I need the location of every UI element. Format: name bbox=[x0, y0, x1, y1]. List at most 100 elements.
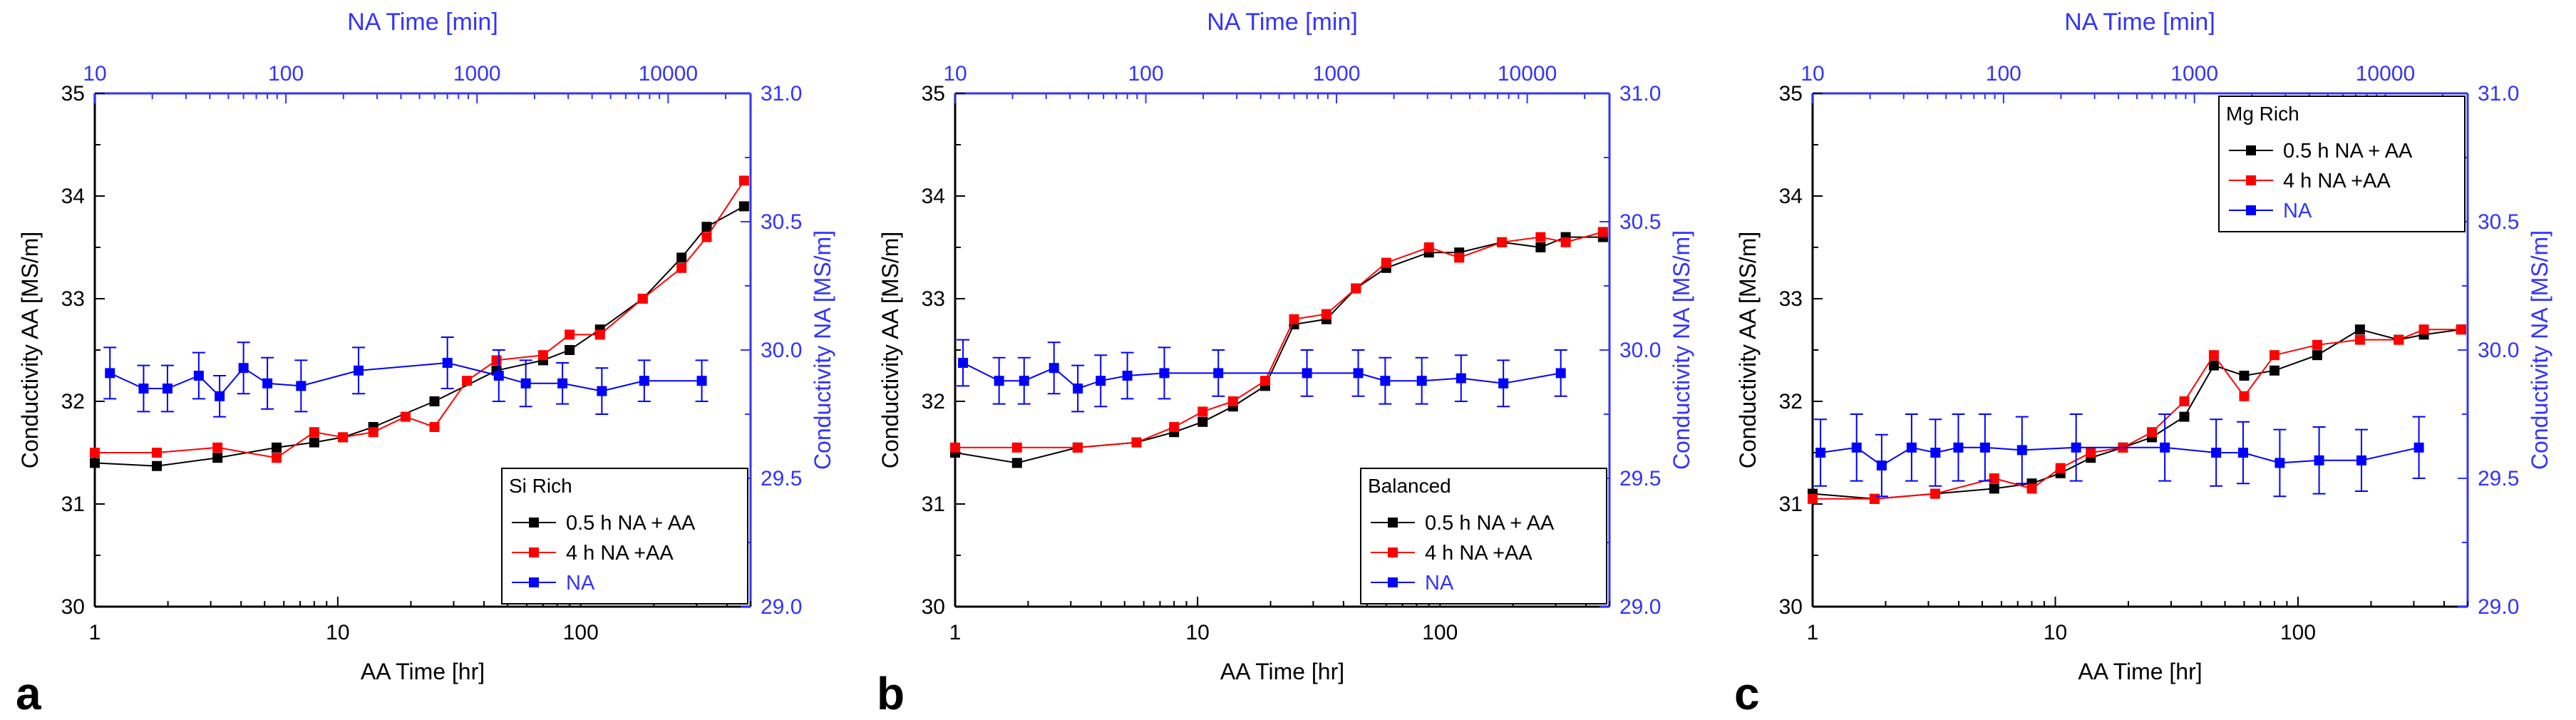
data-point bbox=[1197, 406, 1208, 417]
data-point bbox=[1213, 368, 1224, 379]
data-point bbox=[1989, 473, 1999, 483]
data-point bbox=[2239, 391, 2250, 401]
legend-label: 4 h NA +AA bbox=[566, 542, 674, 565]
legend-swatch-marker bbox=[529, 518, 539, 528]
data-point bbox=[738, 175, 749, 186]
y-axis-title: Conductivity AA [MS/m] bbox=[1735, 232, 1761, 469]
y2-axis-title: Conductivity NA [MS/m] bbox=[2527, 230, 2552, 470]
data-point bbox=[90, 458, 100, 468]
y2-tick-label: 30.0 bbox=[761, 339, 802, 362]
data-point bbox=[2179, 411, 2190, 422]
data-point bbox=[429, 396, 440, 406]
y-tick-label: 30 bbox=[922, 595, 945, 619]
y2-tick-label: 29.5 bbox=[2478, 467, 2519, 490]
data-point bbox=[2314, 455, 2324, 466]
data-point bbox=[152, 461, 163, 471]
data-point bbox=[138, 384, 149, 394]
data-point bbox=[90, 448, 100, 458]
chart-panel-a: 1 10 100 10 100 1000 10000 30 31 32 33 34 35 29.0 29.5… bbox=[16, 9, 835, 719]
data-point bbox=[1011, 442, 1022, 453]
x2-tick-label: 10 bbox=[83, 62, 106, 86]
y2-tick-label: 29.0 bbox=[1619, 595, 1661, 619]
x2-tick-label: 10 bbox=[1800, 62, 1824, 86]
data-point bbox=[1019, 376, 1029, 386]
data-point bbox=[2394, 334, 2404, 345]
data-point bbox=[296, 381, 306, 391]
data-point bbox=[2146, 427, 2157, 438]
data-point bbox=[1073, 384, 1083, 394]
legend-swatch-marker bbox=[2246, 145, 2256, 155]
legend-box bbox=[501, 468, 748, 605]
data-point bbox=[1259, 376, 1270, 386]
legend-title: Balanced bbox=[1368, 475, 1451, 497]
panel-label: c bbox=[1734, 668, 1760, 719]
data-point bbox=[2016, 445, 2027, 456]
data-point bbox=[2160, 442, 2170, 453]
x-tick-label: 1 bbox=[949, 621, 962, 644]
data-point bbox=[701, 232, 712, 242]
data-point bbox=[1416, 376, 1427, 386]
data-point bbox=[2238, 448, 2249, 458]
data-point bbox=[2239, 371, 2250, 381]
data-point bbox=[338, 432, 349, 443]
series-4-h-na-aa bbox=[950, 227, 1608, 453]
data-point bbox=[309, 437, 319, 448]
data-point bbox=[162, 384, 172, 394]
data-point bbox=[1351, 283, 1361, 294]
y2-tick-label: 31.0 bbox=[2478, 82, 2519, 106]
data-point bbox=[2354, 324, 2365, 335]
data-point bbox=[2274, 458, 2285, 468]
x-axis-title: AA Time [hr] bbox=[2078, 659, 2202, 684]
data-point bbox=[2356, 455, 2367, 466]
y2-tick-label: 29.5 bbox=[1619, 467, 1661, 490]
data-point bbox=[520, 378, 531, 389]
x2-tick-label: 10000 bbox=[639, 62, 698, 86]
legend-label: 0.5 h NA + AA bbox=[1425, 512, 1555, 535]
y-tick-label: 31 bbox=[61, 493, 85, 516]
y2-tick-label: 29.0 bbox=[761, 595, 802, 619]
y-tick-label: 32 bbox=[922, 390, 945, 413]
data-point bbox=[212, 442, 223, 453]
y-tick-label: 33 bbox=[922, 287, 945, 311]
x-tick-label: 1 bbox=[89, 621, 101, 644]
y2-tick-label: 31.0 bbox=[1619, 82, 1661, 106]
data-point bbox=[696, 376, 707, 386]
x-tick-label: 100 bbox=[1422, 621, 1458, 644]
chart-panel-b: 1 10 100 10 100 1000 10000 30 31 32 33 34 35 29.0 29.5… bbox=[877, 9, 1694, 719]
y-tick-label: 34 bbox=[1779, 185, 1803, 208]
data-point bbox=[1122, 371, 1133, 381]
data-point bbox=[1072, 442, 1083, 453]
data-point bbox=[2071, 442, 2081, 453]
data-point bbox=[1498, 378, 1509, 389]
y-tick-label: 35 bbox=[1779, 82, 1803, 106]
legend-label: NA bbox=[1425, 572, 1454, 595]
legend-title: Mg Rich bbox=[2226, 103, 2299, 125]
data-point bbox=[676, 252, 687, 263]
panel-label: a bbox=[16, 668, 41, 719]
data-point bbox=[1989, 483, 1999, 494]
y-tick-label: 31 bbox=[1779, 493, 1803, 516]
legend-label: 4 h NA +AA bbox=[1425, 542, 1532, 565]
series-na bbox=[103, 336, 709, 418]
x-tick-label: 10 bbox=[326, 621, 349, 644]
y2-tick-label: 30.0 bbox=[2478, 339, 2519, 362]
data-point bbox=[2456, 324, 2466, 335]
data-point bbox=[2312, 350, 2322, 361]
data-point bbox=[2208, 360, 2219, 371]
legend-swatch-marker bbox=[529, 577, 539, 587]
data-point bbox=[639, 376, 649, 386]
y-tick-label: 30 bbox=[61, 595, 85, 619]
legend-box bbox=[1360, 468, 1607, 605]
x2-tick-label: 100 bbox=[1986, 62, 2021, 86]
data-point bbox=[537, 350, 548, 361]
series-na bbox=[1814, 413, 2426, 498]
data-point bbox=[1096, 376, 1106, 386]
data-point bbox=[1808, 493, 1818, 504]
legend: Si Rich 0.5 h NA + AA 4 h NA +AA NA bbox=[501, 468, 748, 605]
y-tick-label: 34 bbox=[61, 185, 85, 208]
legend-swatch-marker bbox=[1388, 577, 1398, 587]
data-point bbox=[994, 376, 1004, 386]
data-point bbox=[1906, 442, 1917, 453]
legend-box bbox=[2218, 96, 2466, 232]
data-point bbox=[215, 391, 225, 401]
